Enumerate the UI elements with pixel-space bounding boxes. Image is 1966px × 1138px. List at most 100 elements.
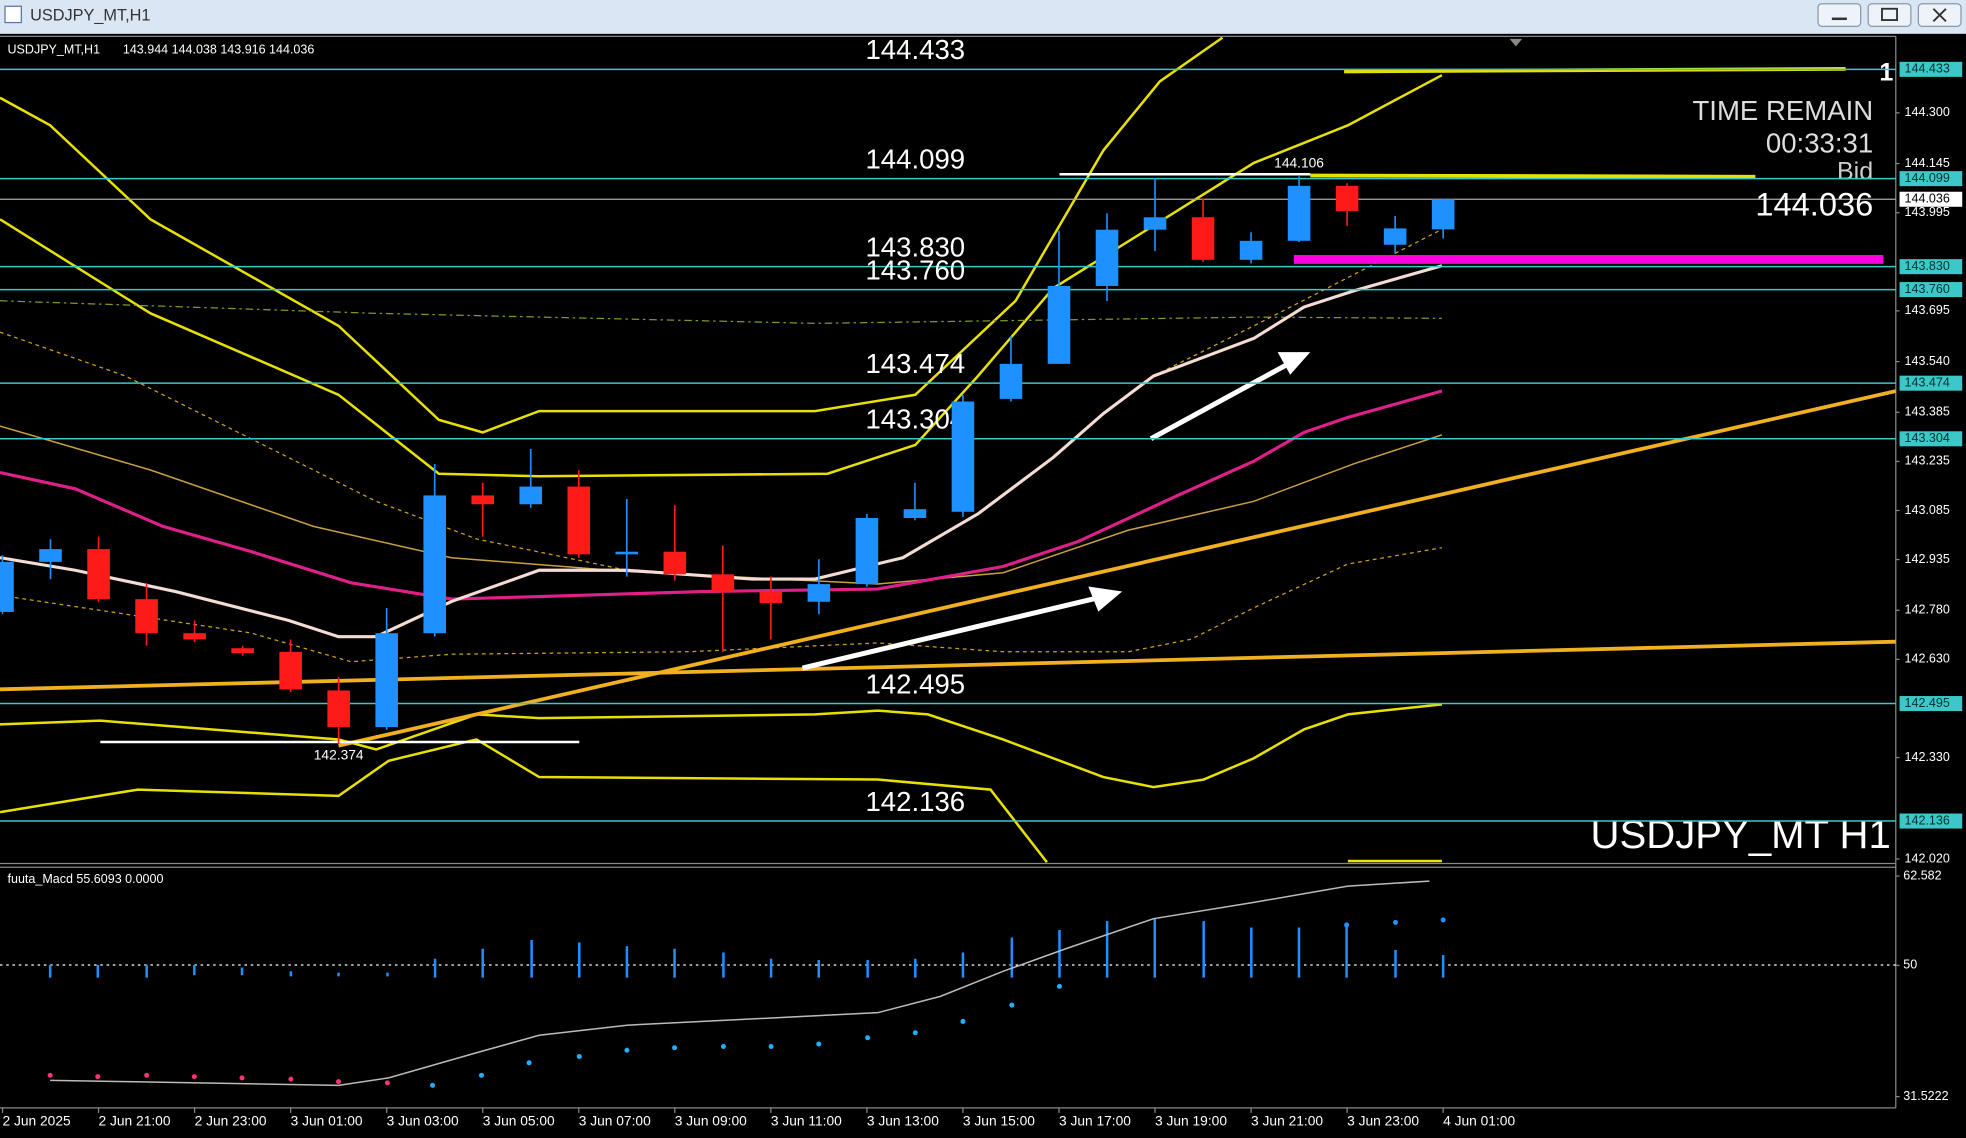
candle-body bbox=[1431, 199, 1455, 230]
low-annotation: 142.374 bbox=[314, 747, 364, 762]
arrowhead bbox=[1277, 352, 1311, 375]
candle-body bbox=[1095, 229, 1119, 286]
candle-body bbox=[87, 549, 110, 600]
y-tick-label: 144.300 bbox=[1905, 105, 1950, 119]
candle-body bbox=[1239, 240, 1263, 260]
x-tick-label: 2 Jun 23:00 bbox=[195, 1113, 267, 1128]
candle-body bbox=[135, 599, 158, 634]
level-tag-label: 142.495 bbox=[1905, 696, 1950, 710]
minimize-button[interactable] bbox=[1817, 3, 1862, 27]
x-tick-label: 3 Jun 07:00 bbox=[579, 1113, 651, 1128]
level-tag bbox=[1899, 282, 1963, 298]
time-remain: 00:33:31 bbox=[1766, 128, 1873, 159]
macd-dots bbox=[1344, 917, 1446, 928]
candle-body bbox=[855, 518, 879, 585]
candle-body bbox=[39, 549, 62, 562]
arrow bbox=[801, 594, 1104, 671]
maximize-icon bbox=[1881, 7, 1898, 21]
trend-line bbox=[338, 389, 1897, 748]
x-tick-label: 3 Jun 17:00 bbox=[1059, 1113, 1131, 1128]
level-label: 143.760 bbox=[865, 254, 965, 285]
candle-body bbox=[183, 633, 206, 640]
level-tag-label: 143.830 bbox=[1905, 259, 1950, 273]
y-tick-label: 143.695 bbox=[1905, 303, 1950, 317]
x-tick-label: 3 Jun 09:00 bbox=[675, 1113, 747, 1128]
moving-average bbox=[0, 389, 1443, 601]
y-tick-label: 143.085 bbox=[1905, 503, 1950, 517]
candle-body bbox=[375, 633, 398, 728]
level-tag-label: 144.099 bbox=[1905, 171, 1950, 185]
candle-body bbox=[615, 551, 639, 555]
candle-body bbox=[663, 551, 687, 575]
trend-line bbox=[0, 639, 1896, 692]
candle-body bbox=[327, 690, 350, 728]
shift-marker bbox=[1509, 38, 1523, 47]
x-tick-label: 3 Jun 21:00 bbox=[1251, 1113, 1323, 1128]
macd-tick-label: 62.582 bbox=[1903, 868, 1941, 882]
y-tick-label: 143.235 bbox=[1905, 454, 1950, 468]
ohlc-header: 143.944 144.038 143.916 144.036 bbox=[123, 42, 314, 56]
level-tag-label: 144.433 bbox=[1905, 62, 1950, 76]
bid-value: 144.036 bbox=[1755, 185, 1873, 222]
macd-dots bbox=[47, 1072, 390, 1086]
bid-label: Bid bbox=[1837, 158, 1873, 186]
macd-label: fuuta_Macd 55.6093 0.0000 bbox=[8, 872, 164, 886]
level-tag-label: 142.136 bbox=[1905, 813, 1950, 827]
candle-body bbox=[1191, 217, 1215, 260]
macd-signal bbox=[50, 880, 1430, 1087]
x-tick-label: 3 Jun 13:00 bbox=[867, 1113, 939, 1128]
candle-body bbox=[711, 574, 735, 592]
y-tick-label: 143.995 bbox=[1905, 205, 1950, 219]
x-tick-label: 3 Jun 01:00 bbox=[291, 1113, 363, 1128]
resistance-line bbox=[1310, 173, 1756, 179]
x-tick-label: 2 Jun 21:00 bbox=[99, 1113, 171, 1128]
window-title: USDJPY_MT,H1 bbox=[30, 7, 150, 25]
macd-tick-label: 31.5222 bbox=[1903, 1089, 1948, 1103]
level-label: 142.136 bbox=[865, 786, 965, 817]
candle-body bbox=[567, 486, 591, 555]
candle-body bbox=[1143, 217, 1167, 230]
y-tick-label: 142.020 bbox=[1905, 851, 1950, 865]
level-tag bbox=[1899, 171, 1963, 187]
level-tag bbox=[1899, 431, 1963, 447]
level-tag bbox=[1899, 259, 1963, 275]
indicators: 1 bbox=[0, 36, 1897, 864]
macd-panel: fuuta_Macd 55.6093 0.0000 bbox=[0, 872, 1896, 1088]
candle-body bbox=[1383, 228, 1407, 245]
bid-tag-label: 144.036 bbox=[1905, 192, 1950, 206]
watermark: USDJPY_MT H1 bbox=[1591, 813, 1891, 857]
level-label: 144.433 bbox=[865, 34, 965, 65]
bollinger-upper bbox=[0, 74, 1443, 478]
y-tick-label: 143.540 bbox=[1905, 354, 1950, 368]
moving-average bbox=[0, 264, 1443, 639]
x-tick-label: 3 Jun 03:00 bbox=[387, 1113, 459, 1128]
x-tick-label: 3 Jun 05:00 bbox=[483, 1113, 555, 1128]
level-marker: 1 bbox=[1879, 59, 1893, 87]
level-label: 144.099 bbox=[865, 143, 965, 174]
moving-average bbox=[0, 300, 1442, 324]
level-tag bbox=[1899, 375, 1963, 391]
x-tick-label: 3 Jun 15:00 bbox=[963, 1113, 1035, 1128]
candle-body bbox=[903, 509, 927, 519]
level-label: 142.495 bbox=[865, 668, 965, 699]
close-icon bbox=[1932, 8, 1947, 22]
chart-background bbox=[0, 35, 1966, 1138]
y-tick-label: 142.780 bbox=[1905, 603, 1950, 617]
candle-body bbox=[951, 401, 975, 512]
candle-body bbox=[279, 651, 302, 690]
level-label: 143.304 bbox=[865, 404, 965, 435]
arrowhead bbox=[1088, 586, 1123, 612]
x-tick-label: 3 Jun 23:00 bbox=[1347, 1113, 1419, 1128]
level-tag bbox=[1899, 61, 1963, 77]
y-tick-label: 142.330 bbox=[1905, 750, 1950, 764]
candle-body bbox=[1335, 185, 1359, 212]
x-tick-label: 3 Jun 11:00 bbox=[771, 1113, 842, 1128]
time-remain-label: TIME REMAIN bbox=[1692, 95, 1873, 126]
x-tick-label: 2 Jun 2025 bbox=[3, 1113, 71, 1128]
maximize-button[interactable] bbox=[1867, 3, 1912, 27]
bollinger-outer-lower bbox=[0, 738, 1048, 864]
level-tag bbox=[1899, 696, 1963, 712]
candle-body bbox=[471, 495, 495, 505]
candle-body bbox=[999, 363, 1023, 399]
